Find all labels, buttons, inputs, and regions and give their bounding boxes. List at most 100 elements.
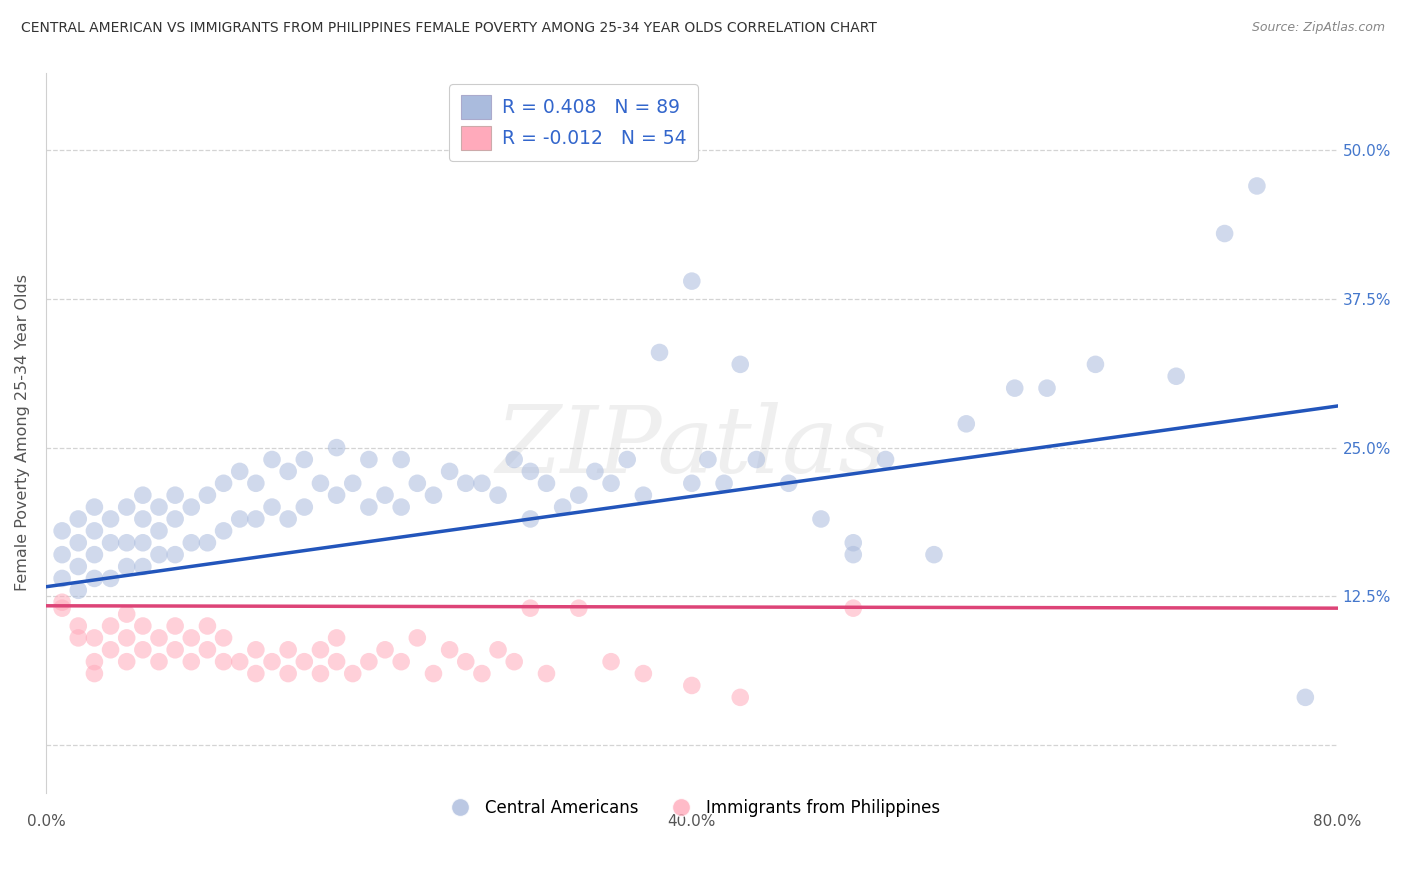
Point — [697, 452, 720, 467]
Point — [180, 535, 202, 549]
Point — [260, 500, 283, 514]
Point — [197, 535, 219, 549]
Point — [728, 357, 751, 371]
Point — [583, 464, 606, 478]
Point — [842, 601, 865, 615]
Point — [342, 666, 364, 681]
Point — [245, 476, 267, 491]
Point — [633, 666, 655, 681]
Point — [309, 666, 332, 681]
Point — [503, 452, 526, 467]
Point — [212, 655, 235, 669]
Point — [115, 607, 138, 621]
Point — [83, 631, 105, 645]
Point — [148, 548, 170, 562]
Point — [325, 631, 347, 645]
Point — [439, 464, 461, 478]
Point — [212, 524, 235, 538]
Point — [197, 619, 219, 633]
Point — [357, 655, 380, 669]
Point — [616, 452, 638, 467]
Point — [955, 417, 977, 431]
Y-axis label: Female Poverty Among 25-34 Year Olds: Female Poverty Among 25-34 Year Olds — [15, 274, 30, 591]
Point — [245, 642, 267, 657]
Point — [810, 512, 832, 526]
Point — [100, 512, 122, 526]
Point — [745, 452, 768, 467]
Point — [245, 512, 267, 526]
Point — [83, 500, 105, 514]
Point — [292, 655, 315, 669]
Text: 0.0%: 0.0% — [27, 814, 65, 829]
Point — [422, 666, 444, 681]
Point — [115, 559, 138, 574]
Point — [100, 642, 122, 657]
Point — [406, 476, 429, 491]
Point — [439, 642, 461, 657]
Point — [536, 666, 558, 681]
Point — [406, 631, 429, 645]
Point — [309, 642, 332, 657]
Point — [51, 548, 73, 562]
Point — [212, 476, 235, 491]
Point — [83, 524, 105, 538]
Point — [568, 488, 591, 502]
Point — [228, 464, 250, 478]
Point — [260, 452, 283, 467]
Point — [600, 476, 623, 491]
Point — [600, 655, 623, 669]
Point — [1036, 381, 1059, 395]
Legend: Central Americans, Immigrants from Philippines: Central Americans, Immigrants from Phili… — [437, 792, 946, 823]
Point — [277, 642, 299, 657]
Point — [778, 476, 800, 491]
Point — [471, 476, 494, 491]
Point — [51, 595, 73, 609]
Point — [357, 452, 380, 467]
Point — [1294, 690, 1316, 705]
Point — [309, 476, 332, 491]
Point — [180, 631, 202, 645]
Point — [519, 512, 541, 526]
Point — [342, 476, 364, 491]
Point — [633, 488, 655, 502]
Point — [389, 500, 412, 514]
Point — [115, 655, 138, 669]
Point — [165, 548, 187, 562]
Point — [519, 601, 541, 615]
Point — [325, 488, 347, 502]
Point — [100, 571, 122, 585]
Point — [1004, 381, 1026, 395]
Point — [67, 512, 90, 526]
Point — [67, 559, 90, 574]
Point — [875, 452, 897, 467]
Point — [454, 655, 477, 669]
Point — [568, 601, 591, 615]
Point — [100, 535, 122, 549]
Point — [551, 500, 574, 514]
Point — [83, 666, 105, 681]
Point — [681, 476, 703, 491]
Point — [132, 535, 155, 549]
Point — [115, 535, 138, 549]
Point — [1246, 178, 1268, 193]
Point — [228, 512, 250, 526]
Point — [165, 512, 187, 526]
Point — [115, 631, 138, 645]
Text: 80.0%: 80.0% — [1313, 814, 1362, 829]
Point — [374, 642, 396, 657]
Point — [454, 476, 477, 491]
Text: Source: ZipAtlas.com: Source: ZipAtlas.com — [1251, 21, 1385, 34]
Point — [1213, 227, 1236, 241]
Point — [681, 274, 703, 288]
Point — [292, 500, 315, 514]
Point — [132, 619, 155, 633]
Point — [67, 619, 90, 633]
Point — [374, 488, 396, 502]
Point — [277, 464, 299, 478]
Point — [148, 631, 170, 645]
Point — [519, 464, 541, 478]
Text: 40.0%: 40.0% — [668, 814, 716, 829]
Point — [422, 488, 444, 502]
Point — [277, 666, 299, 681]
Text: ZIPatlas: ZIPatlas — [496, 402, 887, 492]
